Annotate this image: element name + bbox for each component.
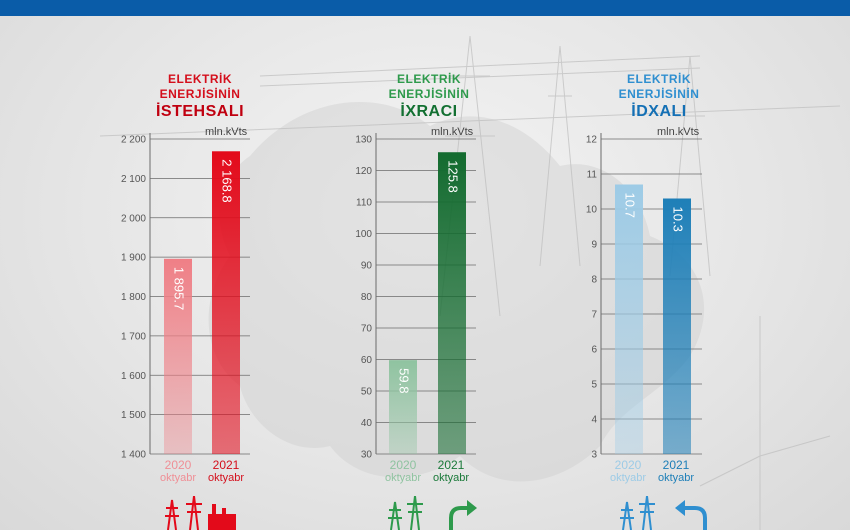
y-tick-label: 9 <box>591 240 597 251</box>
bar-value-label: 1 895.7 <box>172 267 187 310</box>
category-year: 2021 <box>437 458 465 472</box>
category-year: 2020 <box>164 458 192 472</box>
category-month: oktyabr <box>432 472 470 484</box>
y-tick-label: 1 500 <box>121 410 146 421</box>
bar-value-label: 10.3 <box>671 207 686 232</box>
category-month: oktyabr <box>384 472 422 484</box>
unit-label: mln.kVts <box>657 126 700 138</box>
category-month: oktyabr <box>609 472 647 484</box>
category-label-prev: 2020 oktyabr <box>148 459 208 485</box>
y-tick-label: 130 <box>355 135 372 146</box>
chart-title: ELEKTRİK ENERJİSİNİN İDXALI <box>599 72 719 122</box>
bar-value-label: 2 168.8 <box>220 159 235 202</box>
category-month: oktyabr <box>657 472 695 484</box>
y-tick-label: 70 <box>361 324 373 335</box>
bar-plot: 1 400 1 500 1 600 1 700 1 800 1 900 2 000 2 100… <box>121 133 250 461</box>
category-year: 2020 <box>389 458 417 472</box>
y-tick-label: 1 700 <box>121 331 146 342</box>
y-tick-label: 8 <box>591 275 597 286</box>
bar <box>438 152 466 455</box>
y-tick-label: 1 400 <box>121 450 146 461</box>
chart-import: ELEKTRİK ENERJİSİNİN İDXALI mln.kVts 3 4 5… <box>565 0 850 530</box>
title-line-1: ELEKTRİK <box>627 72 691 86</box>
arrow-head <box>675 500 685 516</box>
y-tick-label: 1 600 <box>121 371 146 382</box>
y-tick-label: 10 <box>586 205 598 216</box>
y-tick-label: 6 <box>591 345 597 356</box>
title-line-3: İDXALI <box>631 103 687 120</box>
bar-value-label: 125.8 <box>446 160 461 193</box>
y-tick-label: 1 900 <box>121 253 146 264</box>
bar <box>389 360 417 454</box>
title-line-1: ELEKTRİK <box>168 72 232 86</box>
export-icon-group <box>388 496 477 530</box>
y-tick-label: 2 100 <box>121 174 146 185</box>
y-tick-label: 100 <box>355 229 372 240</box>
unit-label: mln.kVts <box>205 126 248 138</box>
title-line-2: ENERJİSİNİN <box>618 87 700 101</box>
y-tick-label: 80 <box>361 292 373 303</box>
y-tick-label: 110 <box>356 198 372 209</box>
y-tick-label: 40 <box>361 418 373 429</box>
title-line-2: ENERJİSİNİN <box>159 87 241 101</box>
production-icon-group <box>165 496 236 530</box>
bar <box>663 198 691 454</box>
bar-value-label: 10.7 <box>623 193 638 218</box>
category-year: 2020 <box>614 458 642 472</box>
y-tick-label: 1 800 <box>121 292 146 303</box>
bar <box>164 258 192 454</box>
category-year: 2021 <box>662 458 690 472</box>
y-tick-label: 50 <box>361 387 373 398</box>
power-lines <box>99 35 841 530</box>
category-month: oktyabr <box>207 472 245 484</box>
category-label-prev: 2020 oktyabr <box>598 459 658 485</box>
power-tower-icon <box>388 496 423 530</box>
category-label-curr: 2021 oktyabr <box>196 459 256 485</box>
chart-title: ELEKTRİK ENERJİSİNİN İXRACI <box>369 72 489 122</box>
power-tower-icon <box>620 496 655 530</box>
title-line-1: ELEKTRİK <box>397 72 461 86</box>
chart-export: ELEKTRİK ENERJİSİNİN İXRACI mln.kVts 30 4… <box>285 0 565 530</box>
category-label-curr: 2021 oktyabr <box>421 459 481 485</box>
top-bar <box>0 0 850 16</box>
import-icon-group <box>620 496 707 530</box>
bar-value-label: 59.8 <box>397 368 412 393</box>
y-tick-label: 120 <box>355 166 372 177</box>
y-tick-label: 2 000 <box>121 213 146 224</box>
title-line-2: ENERJİSİNİN <box>388 87 470 101</box>
category-label-curr: 2021 oktyabr <box>646 459 706 485</box>
y-tick-label: 90 <box>361 261 373 272</box>
bar-plot: 3 4 5 6 7 8 9 10 11 12 10.7 10.3 <box>586 133 702 461</box>
title-line-3: İSTEHSALI <box>155 103 245 120</box>
bar <box>615 184 643 454</box>
y-tick-label: 7 <box>591 310 597 321</box>
chart-title: ELEKTRİK ENERJİSİNİN İSTEHSALI <box>140 72 260 122</box>
bar-plot: 30 40 50 60 70 80 90 100 110 120 130 59.8 125.8 <box>355 133 476 461</box>
y-tick-label: 60 <box>361 355 373 366</box>
category-label-prev: 2020 oktyabr <box>373 459 433 485</box>
y-tick-label: 12 <box>586 135 598 146</box>
category-year: 2021 <box>212 458 240 472</box>
arrow-head <box>467 500 477 516</box>
title-line-3: İXRACI <box>400 103 458 120</box>
unit-label: mln.kVts <box>431 126 474 138</box>
power-tower-icon <box>165 496 202 530</box>
arrow-import-icon <box>683 506 707 530</box>
category-month: oktyabr <box>159 472 197 484</box>
y-tick-label: 30 <box>361 450 373 461</box>
chart-production: ELEKTRİK ENERJİSİNİN İSTEHSALI mln.kVts … <box>0 0 280 530</box>
y-tick-label: 2 200 <box>121 135 146 146</box>
bar <box>212 151 240 454</box>
y-tick-label: 11 <box>587 170 598 181</box>
y-tick-label: 3 <box>591 450 597 461</box>
arrow-export-icon <box>449 506 469 530</box>
factory-icon <box>208 504 236 530</box>
y-tick-label: 5 <box>591 380 597 391</box>
y-tick-label: 4 <box>591 415 597 426</box>
